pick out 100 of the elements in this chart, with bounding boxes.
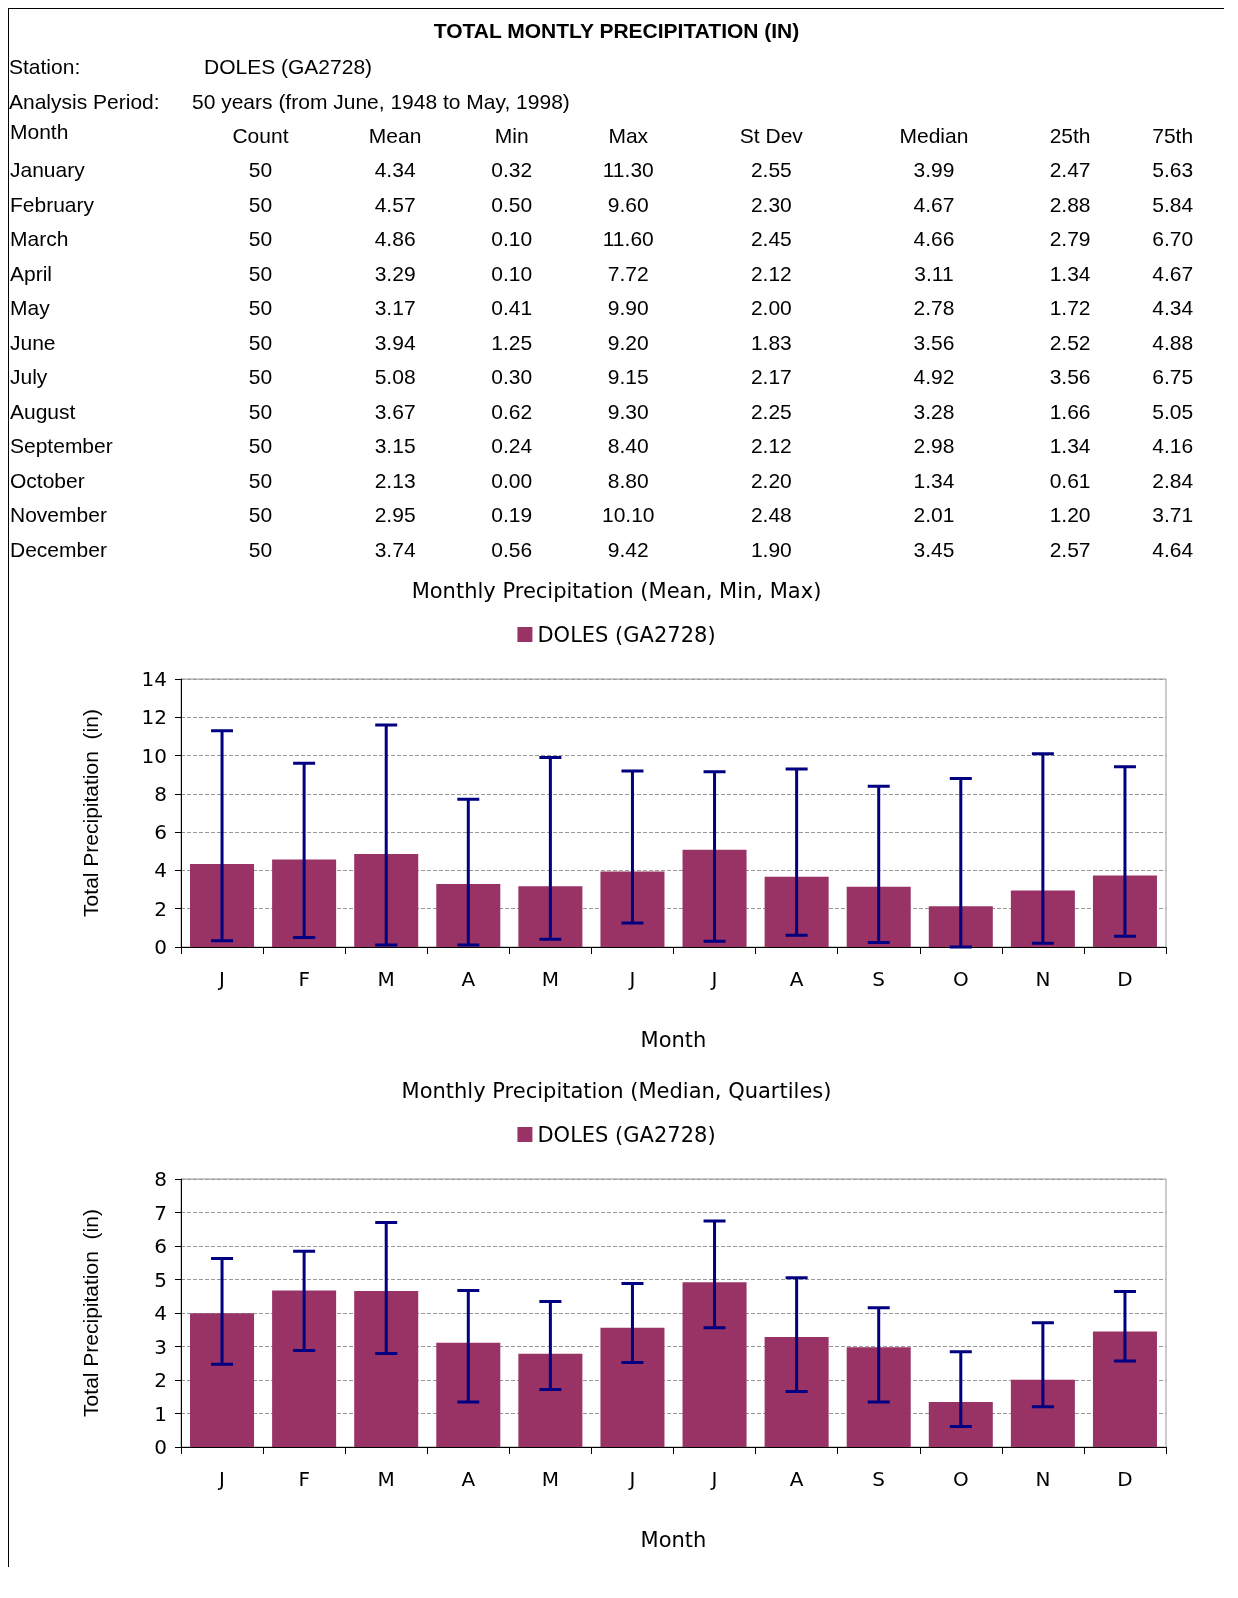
bar	[764, 1337, 829, 1447]
data-label: 1.66	[1048, 398, 1092, 425]
x-tick-label: M	[541, 1467, 560, 1491]
text: Mean	[367, 123, 423, 149]
data-label: 50	[247, 157, 274, 184]
bar	[354, 853, 419, 947]
x-tick-label: D	[1117, 967, 1133, 991]
data-label: 4.64	[1151, 536, 1195, 563]
category-label: May	[9, 295, 51, 322]
data-label: 4.34	[1151, 295, 1195, 322]
data-label: 0.30	[490, 364, 534, 391]
x-tick-label: O	[952, 967, 969, 991]
chart-title: Monthly Precipitation (Mean, Min, Max)	[411, 578, 822, 603]
bar	[600, 1327, 665, 1447]
bar	[1092, 875, 1157, 947]
text: Analysis Period:	[9, 89, 161, 114]
data-label: 2.30	[749, 191, 793, 218]
data-label: 3.56	[1048, 364, 1092, 391]
data-label: 1.34	[912, 467, 956, 494]
x-tick-label: M	[541, 967, 560, 991]
y-tick-label: 4	[154, 1301, 167, 1325]
data-label: 3.56	[912, 329, 956, 356]
data-label: 4.67	[1151, 260, 1195, 287]
x-tick-label: F	[298, 1467, 310, 1491]
data-label: 3.67	[373, 398, 417, 425]
y-tick-label: 14	[141, 667, 167, 691]
bar	[518, 1353, 583, 1447]
data-label: 5.05	[1151, 398, 1195, 425]
y-tick-label: 2	[154, 896, 167, 921]
y-tick-label: 8	[154, 1167, 167, 1191]
y-tick-label: 6	[154, 1234, 167, 1258]
bar	[190, 863, 255, 947]
bar	[600, 871, 665, 947]
x-tick-label: D	[1117, 1467, 1133, 1491]
bar	[846, 1347, 911, 1447]
data-label: 2.00	[749, 295, 793, 322]
data-label: 0.10	[490, 226, 534, 253]
x-tick-label: A	[789, 1467, 804, 1491]
x-tick-label: J	[709, 1467, 718, 1491]
bar	[190, 1313, 255, 1447]
y-tick-label: 0	[154, 1435, 167, 1459]
data-label: 3.28	[912, 398, 956, 425]
y-axis-title: Total Precipitation (in)	[79, 1209, 102, 1417]
data-label: 9.42	[606, 536, 650, 563]
x-tick-label: A	[461, 967, 476, 991]
legend-label: DOLES (GA2728)	[537, 1122, 716, 1147]
data-label: 2.01	[912, 502, 956, 529]
data-label: 4.92	[912, 364, 956, 391]
data-label: 3.94	[373, 329, 417, 356]
category-label: August	[9, 398, 77, 425]
data-label: 1.34	[1048, 260, 1092, 287]
data-label: 5.08	[373, 364, 417, 391]
text: St Dev	[738, 123, 804, 149]
bar	[1092, 1331, 1157, 1447]
data-label: 6.70	[1151, 226, 1195, 253]
category-label: December	[9, 536, 108, 563]
text: Month	[9, 119, 70, 145]
bar	[846, 886, 911, 947]
y-tick-label: 4	[154, 858, 167, 883]
data-label: 1.34	[1048, 433, 1092, 460]
x-tick-label: M	[377, 967, 395, 991]
data-label: 50	[247, 398, 274, 425]
bar	[1010, 1379, 1075, 1447]
x-tick-label: S	[872, 1467, 886, 1491]
bar	[272, 859, 337, 947]
data-label: 2.47	[1048, 157, 1092, 184]
data-label: 5.63	[1151, 157, 1195, 184]
text: Station:	[9, 54, 82, 79]
data-label: 50	[247, 329, 274, 356]
text: Max	[607, 123, 650, 149]
category-label: April	[9, 260, 53, 287]
y-tick-label: 10	[141, 743, 167, 768]
bar	[928, 1402, 993, 1447]
data-label: 4.86	[373, 226, 417, 253]
data-label: 0.50	[490, 191, 534, 218]
text: Median	[898, 123, 970, 149]
data-label: 2.17	[749, 364, 793, 391]
data-label: 3.29	[373, 260, 417, 287]
x-tick-label: J	[217, 967, 225, 991]
text: Min	[493, 123, 530, 149]
data-label: 4.16	[1151, 433, 1195, 460]
y-tick-label: 7	[154, 1200, 167, 1225]
data-label: 9.15	[606, 364, 650, 391]
data-label: 4.57	[373, 191, 417, 218]
category-label: July	[9, 364, 49, 391]
y-tick-label: 3	[154, 1334, 167, 1359]
bar	[928, 906, 993, 947]
x-tick-label: J	[217, 1467, 225, 1491]
data-label: 4.66	[912, 226, 956, 253]
chart-title: Monthly Precipitation (Median, Quartiles)	[401, 1078, 832, 1103]
data-label: 0.24	[490, 433, 534, 460]
category-label: November	[9, 502, 108, 529]
bar	[1010, 890, 1075, 947]
y-tick-label: 0	[154, 935, 167, 959]
bar	[518, 886, 583, 947]
data-label: 9.30	[606, 398, 650, 425]
text: 75th	[1151, 123, 1195, 149]
data-label: 1.72	[1048, 295, 1092, 322]
data-label: 2.12	[749, 433, 793, 460]
x-tick-label: F	[298, 967, 310, 991]
